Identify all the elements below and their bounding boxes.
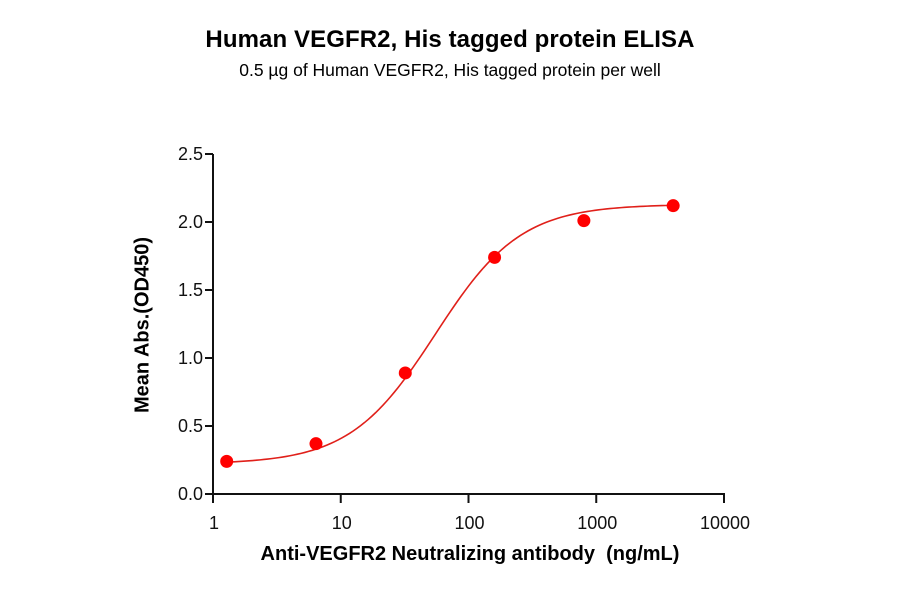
data-point: [488, 250, 502, 264]
chart-title: Human VEGFR2, His tagged protein ELISA: [205, 26, 695, 53]
x-tick-label: 10000: [700, 513, 750, 533]
y-tick-label: 1.5: [178, 280, 203, 300]
fit-curve-path: [226, 204, 674, 463]
x-tick-label: 100: [454, 513, 484, 533]
x-axis-label: Anti-VEGFR2 Neutralizing antibody (ng/mL…: [260, 543, 680, 565]
x-tick-label: 1: [209, 513, 219, 533]
x-tick-label: 10: [332, 513, 352, 533]
data-point: [309, 437, 323, 451]
y-tick-label: 0.0: [178, 484, 203, 504]
y-tick-label: 1.0: [178, 348, 203, 368]
fit-curve: [226, 204, 674, 463]
data-point: [220, 454, 234, 468]
data-point: [577, 214, 591, 228]
chart-subtitle: 0.5 µg of Human VEGFR2, His tagged prote…: [239, 60, 661, 80]
data-point: [398, 366, 412, 380]
y-tick-label: 2.5: [178, 144, 203, 164]
y-tick-label: 2.0: [178, 212, 203, 232]
x-tick-label: 1000: [577, 513, 617, 533]
data-points: [220, 199, 680, 468]
y-tick-label: 0.5: [178, 416, 203, 436]
data-point: [666, 199, 680, 213]
axes: 0.0 0.5 1.0 1.5 2.0 2.5 1 10 100 1000 10000: [178, 144, 750, 533]
